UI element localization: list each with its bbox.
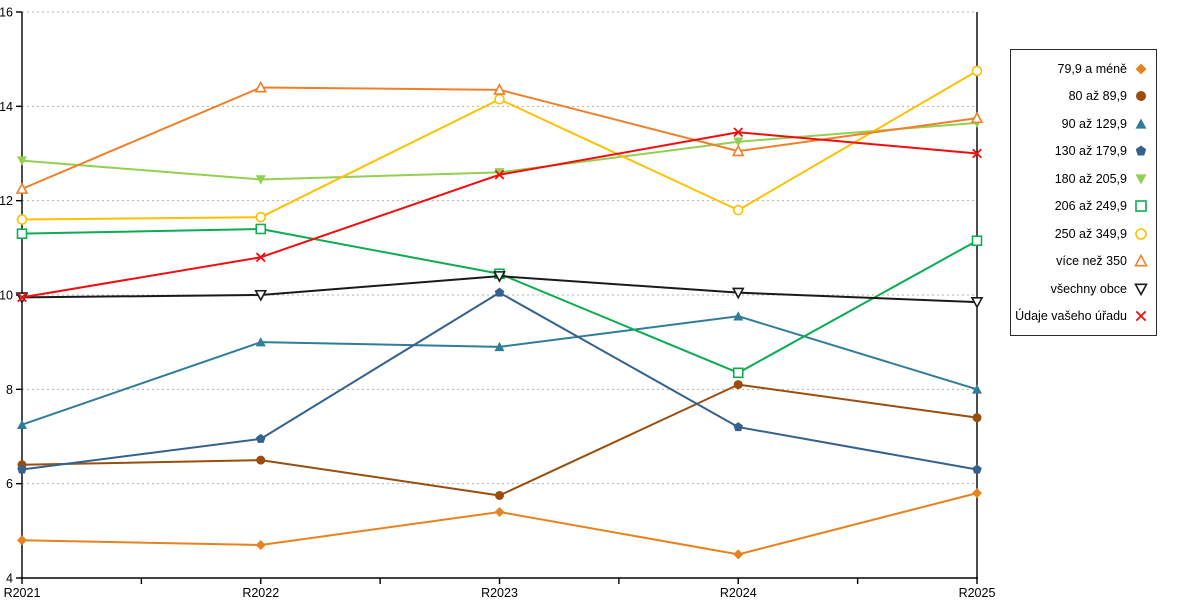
series-206-a-249-9 [16,223,983,379]
legend-item: 180 až 205,9 [1015,171,1149,187]
pentagon-marker-icon [1135,145,1147,156]
legend-item-label: Údaje vašeho úřadu [1015,309,1127,323]
legend-item: více než 350 [1015,253,1149,269]
series-130-a-179-9 [17,287,982,474]
x-tick-label: R2025 [959,586,996,600]
legend-item: 206 až 249,9 [1015,198,1149,214]
series-79-9-a-m-n [17,488,982,560]
triangle-down-marker-icon [1134,283,1148,296]
x-tick-label: R2023 [481,586,518,600]
x-tick-label: R2022 [242,586,279,600]
legend-item: všechny obce [1015,281,1149,297]
legend-item-label: 80 až 89,9 [1068,89,1127,103]
legend-item-label: 206 až 249,9 [1054,199,1127,213]
legend-item: 79,9 a méně [1015,61,1149,77]
y-tick-label: 6 [6,477,13,491]
legend-item-label: 90 až 129,9 [1061,116,1127,131]
square-marker-icon [1135,200,1147,213]
triangle-up-marker-icon [1134,254,1148,267]
series-250-a-349-9 [16,65,983,225]
chart-legend: 79,9 a méně 80 až 89,9 90 až 129,9 130 až 1… [1010,49,1157,336]
series-80-a-89-9 [17,380,982,500]
circle-marker-icon [1135,227,1147,240]
y-tick-label: 14 [0,100,13,114]
line-chart: 4 6 8 10 12 14 16 R2021 R2022 R2023 R2024 R2025 [0,6,996,600]
legend-item-label: 250 až 349,9 [1054,226,1127,241]
y-tick-label: 12 [0,194,13,208]
triangle-down-marker-icon [1135,174,1147,185]
legend-item: 250 až 349,9 [1015,226,1149,242]
y-tick-label: 16 [0,6,13,20]
legend-item: 90 až 129,9 [1015,116,1149,132]
series-90-a-129-9 [17,311,982,429]
legend-item-label: 130 až 179,9 [1054,144,1127,158]
legend-item: 130 až 179,9 [1015,143,1149,159]
x-marker-icon [1135,310,1147,322]
legend-item: 80 až 89,9 [1015,88,1149,104]
y-tick-label: 4 [6,572,13,586]
legend-item-label: více než 350 [1056,254,1127,268]
y-tick-label: 10 [0,289,13,303]
x-tick-label: R2024 [720,586,757,600]
triangle-up-marker-icon [1135,118,1147,129]
diamond-marker-icon [1135,63,1147,75]
legend-item: Údaje vašeho úřadu [1015,308,1149,324]
y-tick-label: 8 [6,383,13,397]
legend-item-label: všechny obce [1050,281,1127,296]
series-daje-va-eho-adu [17,127,982,303]
legend-item-label: 79,9 a méně [1057,61,1128,76]
x-tick-label: R2021 [4,586,41,600]
circle-marker-icon [1136,91,1146,102]
legend-item-label: 180 až 205,9 [1054,171,1127,186]
